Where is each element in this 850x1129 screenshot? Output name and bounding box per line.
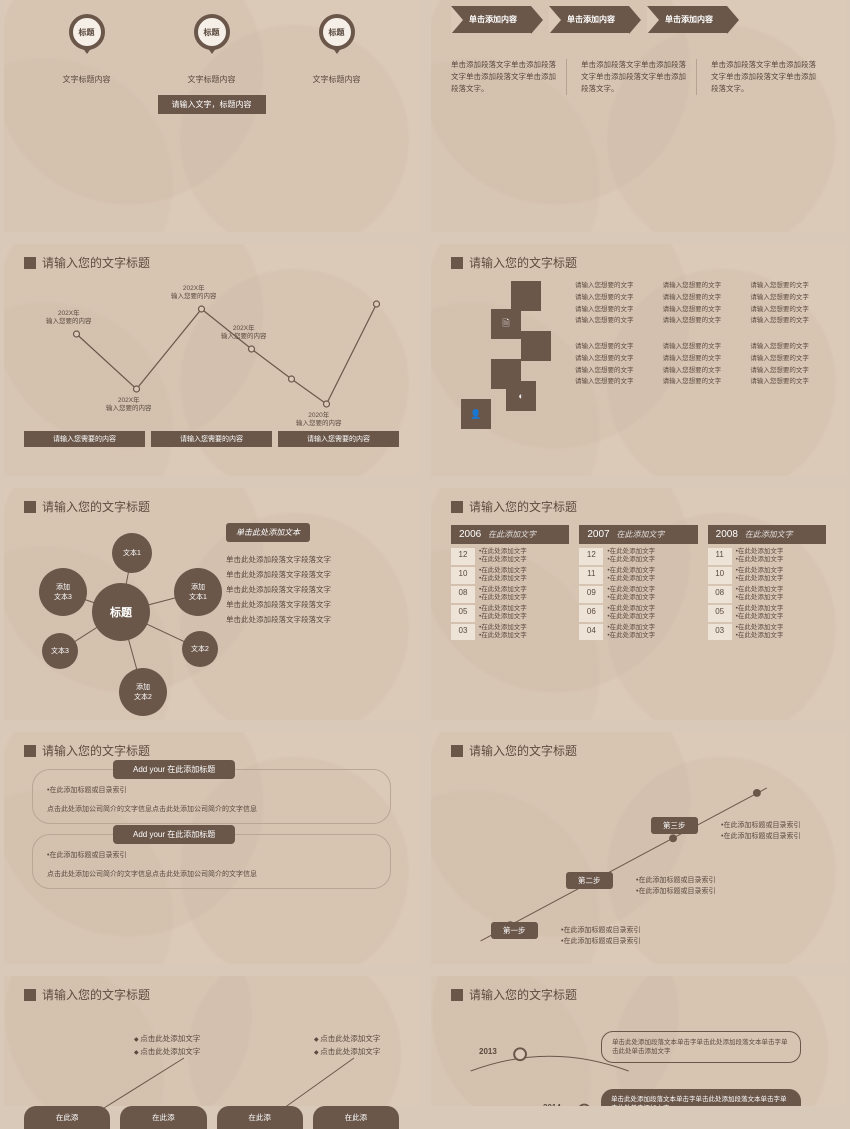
rounded-box: Add your 在此添加标题 •在此添加标题或目录索引 点击此处添加公司简介的… (32, 769, 391, 824)
slide-line-chart: 请输入您的文字标题 202X年输入您要的内容202X年输入您要的内容202X年输… (4, 244, 419, 476)
arrow-step: 单击添加内容 (647, 6, 727, 33)
timeline-bubble: 单击此处添加段落文本单击字单击此处添加段落文本单击字单击此处单击添加文字 (601, 1089, 801, 1106)
slide-title: 请输入您的文字标题 (42, 254, 150, 271)
slide-timeline: 请输入您的文字标题 2013 2014 单击此处添加段落文本单击字单击此处添加段… (431, 976, 846, 1106)
step-diagram: 第一步•在此添加标题或目录索引•在此添加标题或目录索引第二步•在此添加标题或目录… (451, 767, 826, 957)
line-chart: 202X年输入您要的内容202X年输入您要的内容202X年输入您要的内容202X… (24, 279, 399, 429)
arrow-step: 单击添加内容 (549, 6, 629, 33)
circle-title: 标题 (69, 14, 105, 50)
timeline-year: 2013 (479, 1047, 497, 1056)
para-col: 单击添加段落文字单击添加段落文字单击添加段落文字单击添加段落文字。 (451, 59, 567, 95)
circle-item: 标题 文字标题内容 (313, 14, 361, 85)
slide-year-tables: 请输入您的文字标题 2006 在此添加文字12•在此处添加文字 •在此处添加文字… (431, 488, 846, 720)
footer-cell: 请输入您需要的内容 (24, 431, 145, 447)
circle-item: 标题 文字标题内容 (63, 14, 111, 85)
rounded-box: Add your 在此添加标题 •在此添加标题或目录索引 点击此处添加公司简介的… (32, 834, 391, 889)
banner: 请输入文字，标题内容 (158, 95, 266, 114)
slide-bubbles: 请输入您的文字标题 标题 文本1添加 文本1文本2添加 文本2文本3添加 文本3… (4, 488, 419, 720)
para-col: 单击添加段落文字单击添加段落文字单击添加段落文字单击添加段落文字。 (711, 59, 826, 95)
slide-bullets-pills: 请输入您的文字标题 点击此处添加文字 点击此处添加文字 点击此处添加文字 点击此… (4, 976, 419, 1106)
slide-rounded-boxes: 请输入您的文字标题 Add your 在此添加标题 •在此添加标题或目录索引 点… (4, 732, 419, 964)
arrow-step: 单击添加内容 (451, 6, 531, 33)
bubble-diagram: 标题 文本1添加 文本1文本2添加 文本2文本3添加 文本3 (24, 523, 214, 713)
center-bubble: 标题 (92, 583, 150, 641)
block-stack: 🗎◐👤 (451, 281, 561, 431)
slide-three-circles: 标题 文字标题内容 标题 文字标题内容 标题 文字标题内容 请输入文字，标题内容 (4, 0, 419, 232)
timeline-year: 2014 (543, 1103, 561, 1106)
slide-steps: 请输入您的文字标题 第一步•在此添加标题或目录索引•在此添加标题或目录索引第二步… (431, 732, 846, 964)
slide-arrows: 单击添加内容 单击添加内容 单击添加内容 单击添加段落文字单击添加段落文字单击添… (431, 0, 846, 232)
circle-sub: 文字标题内容 (63, 74, 111, 85)
para-col: 单击添加段落文字单击添加段落文字单击添加段落文字单击添加段落文字。 (581, 59, 697, 95)
timeline-bubble: 单击此处添加段落文本单击字单击此处添加段落文本单击字单击此处单击添加文字 (601, 1031, 801, 1063)
circle-item: 标题 文字标题内容 (188, 14, 236, 85)
add-text-tab: 单击此处添加文本 (226, 523, 310, 542)
slide-blocks: 请输入您的文字标题 🗎◐👤 请输入您想要的文字请输入您想要的文字请输入您想要的文… (431, 244, 846, 476)
